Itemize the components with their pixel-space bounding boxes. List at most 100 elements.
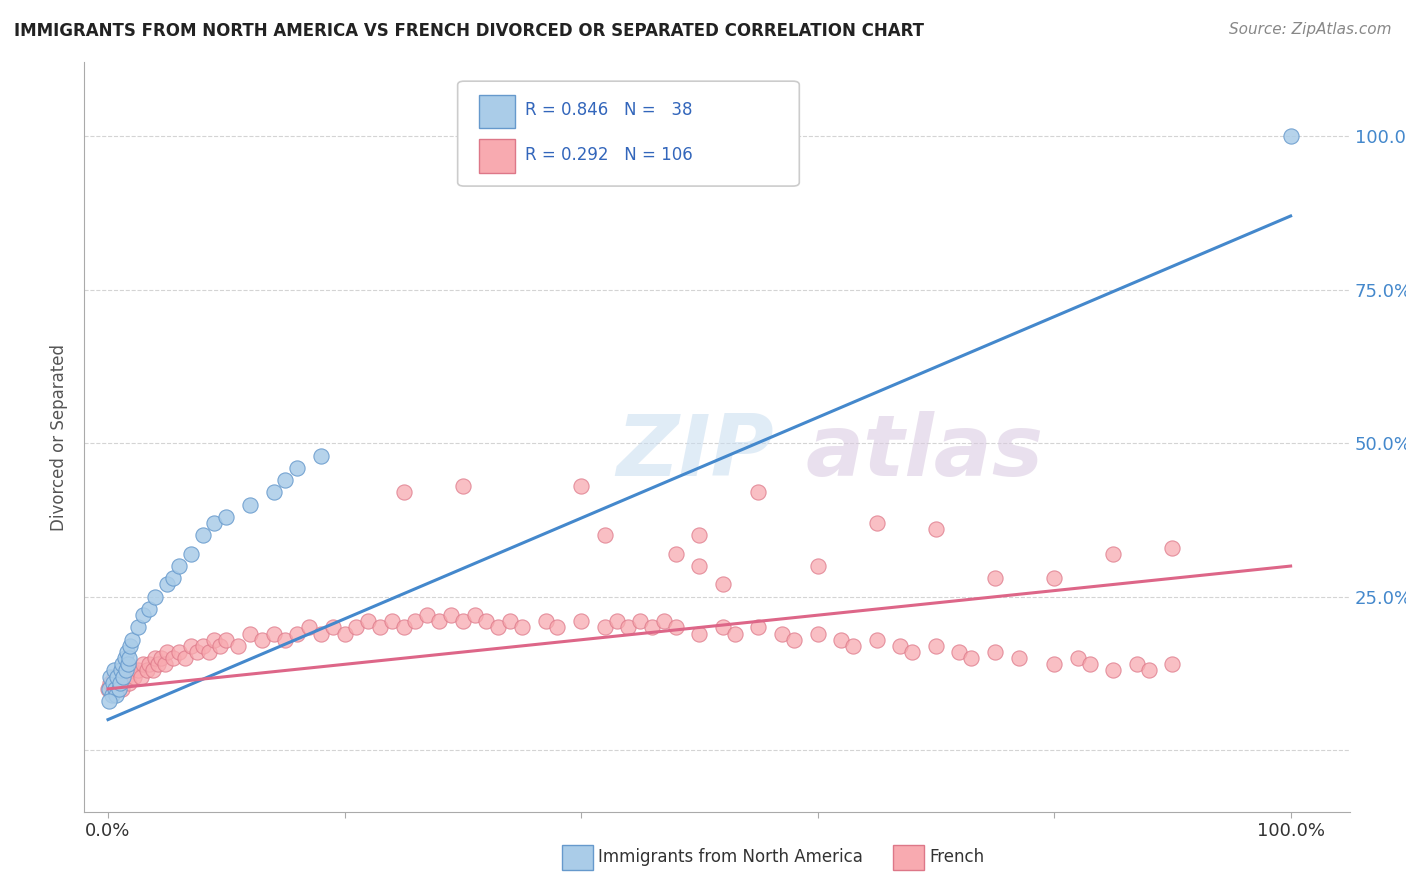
- Point: [1102, 664, 1125, 678]
- Point: [1126, 657, 1149, 672]
- Point: [357, 615, 380, 629]
- Point: [1161, 657, 1184, 672]
- Text: R = 0.292   N = 106: R = 0.292 N = 106: [524, 145, 693, 163]
- Point: [111, 681, 134, 696]
- Point: [806, 626, 828, 640]
- Point: [204, 516, 226, 530]
- Point: [101, 675, 124, 690]
- Point: [368, 620, 391, 634]
- Point: [1137, 664, 1160, 678]
- Text: Source: ZipAtlas.com: Source: ZipAtlas.com: [1229, 22, 1392, 37]
- Point: [274, 473, 297, 487]
- Point: [197, 645, 219, 659]
- Point: [105, 688, 128, 702]
- Point: [114, 664, 136, 678]
- Point: [285, 626, 308, 640]
- Point: [688, 559, 710, 574]
- Text: atlas: atlas: [806, 410, 1043, 493]
- Point: [107, 681, 129, 696]
- Point: [132, 608, 155, 623]
- Point: [110, 664, 132, 678]
- Point: [344, 620, 367, 634]
- Point: [118, 675, 141, 690]
- Point: [1102, 547, 1125, 561]
- Point: [120, 639, 142, 653]
- Point: [451, 615, 474, 629]
- Point: [143, 651, 166, 665]
- Point: [925, 639, 948, 653]
- Point: [298, 620, 321, 634]
- Point: [100, 675, 122, 690]
- Point: [711, 620, 734, 634]
- Point: [405, 615, 427, 629]
- Point: [1007, 651, 1029, 665]
- Point: [239, 626, 262, 640]
- Point: [1078, 657, 1101, 672]
- Point: [486, 620, 509, 634]
- Point: [641, 620, 664, 634]
- Point: [440, 608, 463, 623]
- Point: [606, 615, 628, 629]
- FancyBboxPatch shape: [458, 81, 799, 186]
- Point: [830, 632, 852, 647]
- Point: [215, 510, 238, 524]
- Point: [464, 608, 486, 623]
- Point: [136, 664, 159, 678]
- Point: [617, 620, 640, 634]
- Point: [984, 645, 1007, 659]
- Point: [138, 657, 160, 672]
- Point: [392, 485, 415, 500]
- Point: [747, 620, 769, 634]
- Point: [806, 559, 828, 574]
- Point: [263, 485, 285, 500]
- Point: [333, 626, 356, 640]
- Point: [118, 651, 141, 665]
- Text: ZIP: ZIP: [616, 410, 773, 493]
- Text: R = 0.846   N =   38: R = 0.846 N = 38: [524, 101, 692, 119]
- Point: [121, 632, 143, 647]
- Point: [688, 528, 710, 542]
- Bar: [479, 95, 515, 128]
- Point: [103, 670, 125, 684]
- Point: [628, 615, 651, 629]
- Point: [451, 479, 474, 493]
- Point: [984, 571, 1007, 585]
- Point: [97, 681, 120, 696]
- Point: [153, 657, 176, 672]
- Point: [142, 664, 165, 678]
- Point: [132, 657, 155, 672]
- Point: [1043, 571, 1066, 585]
- Point: [162, 651, 184, 665]
- Point: [925, 522, 948, 536]
- Point: [98, 694, 121, 708]
- Point: [1279, 129, 1302, 144]
- Point: [593, 620, 616, 634]
- Point: [167, 559, 190, 574]
- Y-axis label: Divorced or Separated: Divorced or Separated: [51, 343, 69, 531]
- Point: [111, 657, 134, 672]
- Point: [100, 688, 122, 702]
- Point: [427, 615, 450, 629]
- Point: [107, 681, 129, 696]
- Point: [534, 615, 557, 629]
- Point: [392, 620, 415, 634]
- Point: [156, 645, 179, 659]
- Text: French: French: [929, 848, 984, 866]
- Point: [250, 632, 273, 647]
- Point: [274, 632, 297, 647]
- Point: [381, 615, 404, 629]
- Bar: [479, 139, 515, 172]
- Point: [162, 571, 184, 585]
- Point: [215, 632, 238, 647]
- Point: [112, 670, 135, 684]
- Point: [209, 639, 232, 653]
- Point: [138, 602, 160, 616]
- Point: [191, 528, 214, 542]
- Point: [510, 620, 533, 634]
- Point: [783, 632, 806, 647]
- Point: [866, 632, 889, 647]
- Point: [156, 577, 179, 591]
- Point: [121, 664, 143, 678]
- Point: [117, 657, 139, 672]
- Point: [167, 645, 190, 659]
